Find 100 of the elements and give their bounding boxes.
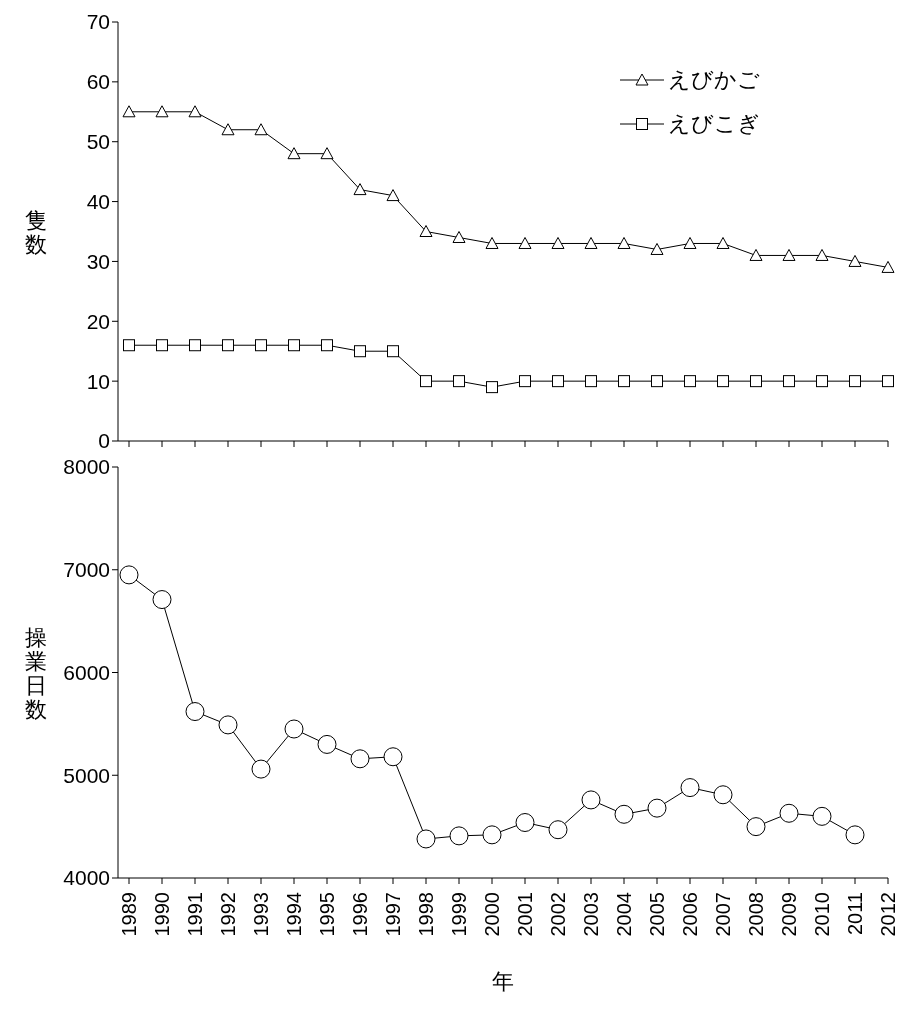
y-tick-label: 60 xyxy=(86,70,110,94)
point xyxy=(849,375,861,388)
x-tick-label: 1995 xyxy=(316,892,338,937)
point xyxy=(353,183,367,196)
point xyxy=(320,147,334,160)
y-tick-label: 5000 xyxy=(63,763,110,787)
point xyxy=(449,826,469,846)
point xyxy=(882,375,894,388)
point xyxy=(119,565,139,585)
y-axis-title: 隻数 xyxy=(25,207,47,256)
point xyxy=(552,375,564,388)
point xyxy=(350,749,370,769)
x-tick-label: 1996 xyxy=(349,892,371,937)
point xyxy=(815,248,829,261)
point xyxy=(683,236,697,249)
x-tick-label: 2008 xyxy=(745,892,767,937)
y-tick-label: 70 xyxy=(86,10,110,34)
point xyxy=(717,375,729,388)
point xyxy=(684,375,696,388)
point xyxy=(288,339,300,352)
x-tick-label: 1997 xyxy=(382,892,404,937)
point xyxy=(156,339,168,352)
point xyxy=(581,790,601,810)
x-tick-label: 2011 xyxy=(844,892,866,936)
point xyxy=(416,829,436,849)
point xyxy=(618,375,630,388)
point xyxy=(222,339,234,352)
point xyxy=(551,236,565,249)
y-tick-label: 6000 xyxy=(63,660,110,684)
point xyxy=(518,236,532,249)
point xyxy=(779,803,799,823)
x-tick-label: 2000 xyxy=(481,892,503,937)
x-tick-label: 1999 xyxy=(448,892,470,937)
point xyxy=(647,798,667,818)
x-tick-label: 2002 xyxy=(547,892,569,937)
x-tick-label: 1992 xyxy=(217,892,239,937)
x-tick-label: 1991 xyxy=(184,892,206,937)
point xyxy=(255,339,267,352)
point xyxy=(783,375,795,388)
y-tick-label: 4000 xyxy=(63,866,110,890)
x-tick-label: 2005 xyxy=(646,892,668,937)
point xyxy=(713,785,733,805)
point xyxy=(782,248,796,261)
point xyxy=(746,817,766,837)
point xyxy=(848,254,862,267)
point xyxy=(420,375,432,388)
x-tick-label: 2006 xyxy=(679,892,701,937)
point xyxy=(453,375,465,388)
point xyxy=(284,719,304,739)
point xyxy=(651,375,663,388)
y-tick-label: 40 xyxy=(86,190,110,214)
y-tick-label: 8000 xyxy=(63,455,110,479)
point xyxy=(287,147,301,160)
point xyxy=(519,375,531,388)
point xyxy=(354,345,366,358)
point xyxy=(321,339,333,352)
point xyxy=(317,734,337,754)
point xyxy=(122,105,136,118)
y-tick-label: 20 xyxy=(86,309,110,333)
y-tick-label: 0 xyxy=(98,429,110,453)
y-tick-label: 30 xyxy=(86,249,110,273)
x-tick-label: 2007 xyxy=(712,892,734,937)
point xyxy=(386,189,400,202)
point xyxy=(482,825,502,845)
point xyxy=(584,236,598,249)
point xyxy=(650,242,664,255)
x-tick-label: 2009 xyxy=(778,892,800,937)
point xyxy=(189,339,201,352)
point xyxy=(617,236,631,249)
y-tick-label: 10 xyxy=(86,369,110,393)
point xyxy=(716,236,730,249)
x-tick-label: 2003 xyxy=(580,892,602,937)
point xyxy=(816,375,828,388)
point xyxy=(486,381,498,394)
point xyxy=(218,715,238,735)
x-tick-label: 2010 xyxy=(811,892,833,937)
x-axis-title: 年 xyxy=(492,969,514,994)
point xyxy=(387,345,399,358)
point xyxy=(152,590,172,610)
legend-label: えびこぎ xyxy=(668,110,760,138)
point xyxy=(123,339,135,352)
point xyxy=(548,820,568,840)
y-tick-label: 7000 xyxy=(63,558,110,582)
point xyxy=(750,375,762,388)
point xyxy=(485,236,499,249)
point xyxy=(515,813,535,833)
x-tick-label: 1994 xyxy=(283,892,305,937)
x-tick-label: 1993 xyxy=(250,892,272,937)
x-tick-label: 1989 xyxy=(118,892,140,937)
x-tick-label: 2012 xyxy=(877,892,899,937)
point xyxy=(585,375,597,388)
point xyxy=(614,804,634,824)
point xyxy=(845,825,865,845)
x-tick-label: 1998 xyxy=(415,892,437,937)
point xyxy=(185,702,205,722)
point xyxy=(221,123,235,136)
y-tick-label: 50 xyxy=(86,130,110,154)
point xyxy=(188,105,202,118)
point xyxy=(881,260,895,273)
point xyxy=(155,105,169,118)
